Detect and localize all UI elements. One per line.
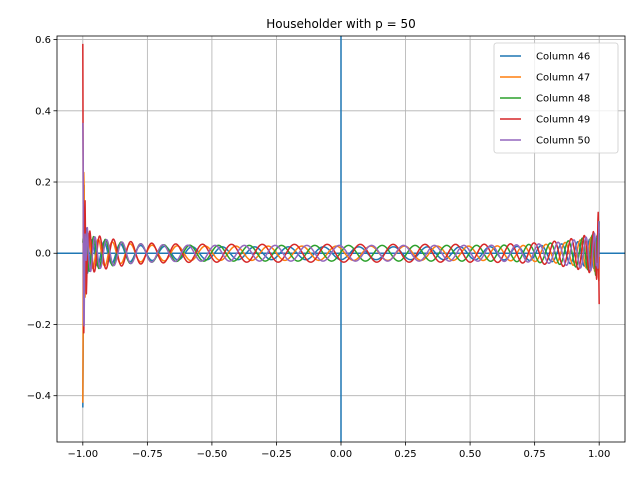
- axis-lines: [57, 36, 625, 442]
- y-tick-label: 0.6: [35, 35, 51, 46]
- y-tick-label: 0.2: [35, 178, 51, 189]
- x-tick-label: −0.25: [261, 449, 292, 460]
- x-tick-label: −0.75: [132, 449, 163, 460]
- x-tick-label: 1.00: [588, 449, 610, 460]
- y-tick-label: 0.4: [35, 106, 51, 117]
- legend-label: Column 50: [536, 136, 590, 147]
- legend-label: Column 46: [536, 52, 590, 63]
- legend-label: Column 49: [536, 115, 590, 126]
- chart-title: Householder with p = 50: [266, 17, 415, 31]
- x-tick-label: 0.00: [330, 449, 352, 460]
- series-line-50: [82, 122, 600, 327]
- x-tick-label: 0.75: [524, 449, 546, 460]
- ticks: −1.00 −0.75 −0.50 −0.25 0.00 0.25 0.50 0.75 1.00…: [27, 35, 611, 460]
- x-tick-label: 0.50: [459, 449, 481, 460]
- x-tick-label: −0.50: [197, 449, 228, 460]
- y-tick-label: 0.0: [35, 249, 51, 260]
- legend: Column 46 Column 47 Column 48 Column 49 Colu…: [493, 42, 619, 154]
- legend-label: Column 47: [536, 73, 590, 84]
- y-tick-label: −0.4: [27, 391, 51, 402]
- y-tick-label: −0.2: [27, 320, 51, 331]
- x-tick-label: −1.00: [67, 449, 98, 460]
- legend-box: [493, 42, 619, 154]
- x-tick-label: 0.25: [394, 449, 416, 460]
- series-layer: [82, 43, 600, 408]
- series-line-48: [82, 221, 600, 277]
- legend-label: Column 48: [536, 94, 590, 105]
